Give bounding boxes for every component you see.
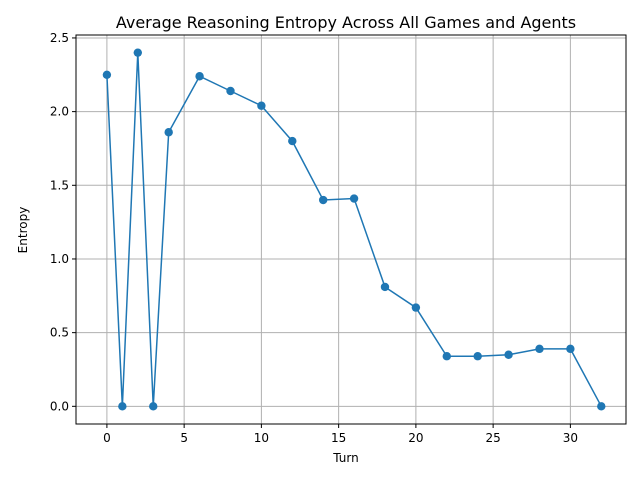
data-point bbox=[411, 303, 421, 312]
series-group bbox=[102, 48, 606, 411]
series-line bbox=[106, 52, 602, 407]
data-point bbox=[473, 352, 482, 361]
x-tick-label: 25 bbox=[485, 431, 500, 445]
data-point bbox=[226, 86, 235, 96]
data-point bbox=[535, 344, 544, 354]
x-tick-label: 10 bbox=[254, 431, 269, 445]
data-point bbox=[149, 402, 158, 411]
y-tick-label: 1.5 bbox=[50, 178, 69, 192]
x-axis-ticks: 0 5 10 15 20 25 30 bbox=[103, 424, 578, 445]
data-point bbox=[442, 352, 451, 361]
x-tick-label: 0 bbox=[103, 431, 111, 445]
data-point bbox=[118, 402, 127, 411]
plot-frame bbox=[75, 34, 627, 425]
y-axis-ticks: 0.0 0.5 1.0 1.5 2.0 2.5 bbox=[50, 31, 76, 413]
chart-title: Average Reasoning Entropy Across All Gam… bbox=[116, 13, 576, 32]
data-point bbox=[164, 128, 173, 137]
data-point bbox=[288, 136, 297, 146]
data-point bbox=[133, 48, 142, 57]
y-axis-label: Entropy bbox=[16, 207, 30, 254]
y-tick-label: 2.0 bbox=[50, 105, 69, 119]
y-tick-label: 1.0 bbox=[50, 252, 69, 266]
data-point bbox=[380, 282, 390, 292]
data-point bbox=[504, 350, 513, 359]
y-tick-label: 0.5 bbox=[50, 326, 69, 340]
data-point bbox=[597, 402, 606, 411]
y-tick-label: 2.5 bbox=[50, 31, 69, 45]
x-tick-label: 30 bbox=[563, 431, 578, 445]
x-tick-label: 20 bbox=[408, 431, 423, 445]
data-point bbox=[195, 72, 204, 81]
data-point bbox=[349, 194, 359, 203]
data-point bbox=[566, 344, 575, 354]
data-point bbox=[102, 70, 112, 79]
x-axis-label: Turn bbox=[332, 451, 358, 465]
y-tick-label: 0.0 bbox=[50, 399, 69, 413]
x-tick-label: 5 bbox=[180, 431, 188, 445]
x-tick-label: 15 bbox=[331, 431, 346, 445]
data-point bbox=[318, 195, 328, 205]
data-point bbox=[257, 101, 266, 110]
grid-lines bbox=[76, 35, 626, 424]
